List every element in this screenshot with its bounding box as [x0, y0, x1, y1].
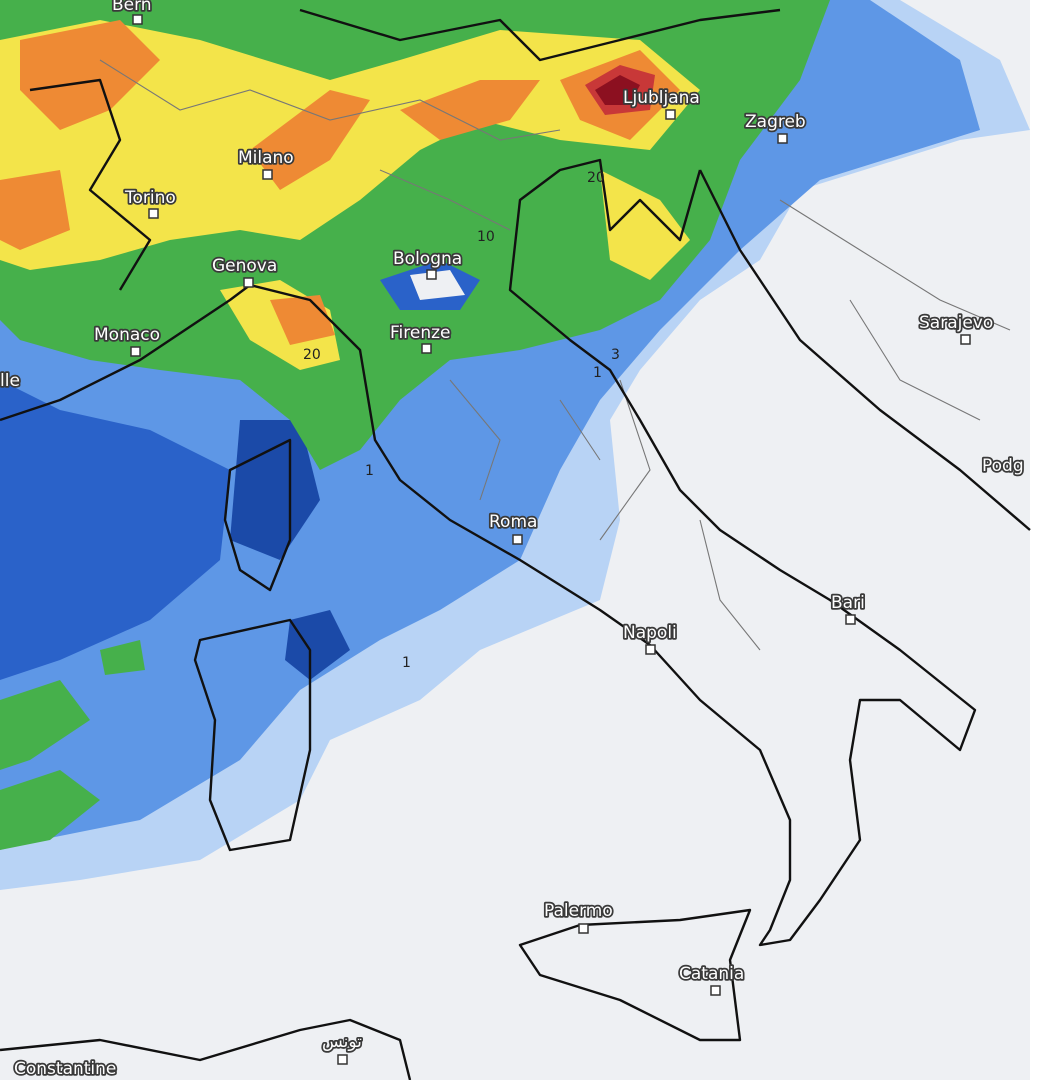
city-label: Monaco	[94, 325, 160, 345]
contour-label: 1	[593, 365, 602, 381]
city-label: Constantine	[14, 1059, 116, 1079]
contour-label: 20	[587, 170, 605, 186]
borders	[99, 59, 1011, 651]
contour-label: 20	[303, 347, 321, 363]
city-label: Sarajevo	[919, 313, 993, 333]
city-label: Bari	[831, 593, 865, 613]
city-markers	[130, 14, 971, 1065]
city-label: Ljubljana	[623, 88, 700, 108]
contour-labels: 20 10 20 3 1 1 1	[303, 170, 620, 671]
city-label: Milano	[238, 148, 294, 168]
coastlines	[0, 8, 1031, 1080]
contour-label: 1	[365, 463, 374, 479]
contour-label: 1	[402, 655, 411, 671]
city-label: Bologna	[393, 249, 462, 269]
city-label: Zagreb	[745, 112, 806, 132]
contour-label: 10	[477, 229, 495, 245]
city-label: تونس	[322, 1032, 362, 1052]
city-label: Torino	[124, 188, 176, 208]
city-label: Bern	[112, 0, 152, 15]
contour-label: 3	[611, 347, 620, 363]
city-label: Palermo	[544, 901, 613, 921]
city-label: lle	[0, 371, 20, 391]
city-label: Genova	[212, 256, 277, 276]
city-label: Podg	[982, 456, 1024, 476]
city-label: Napoli	[623, 623, 677, 643]
city-label: Catania	[679, 964, 744, 984]
city-label: Firenze	[390, 323, 451, 343]
city-label: Roma	[489, 512, 537, 532]
precipitation-field	[0, 0, 1030, 890]
